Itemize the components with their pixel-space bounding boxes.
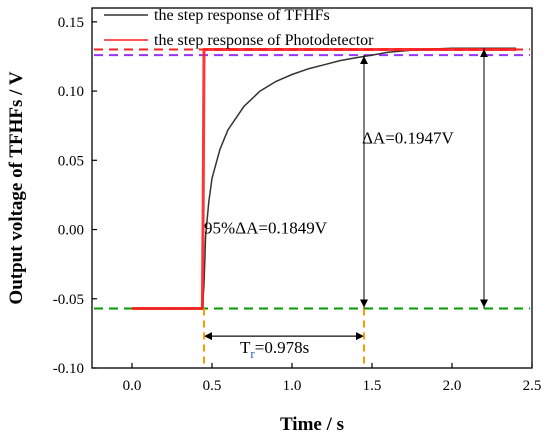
x-tick-label: 0.5	[203, 378, 222, 394]
y-tick-label: -0.10	[53, 361, 84, 377]
rise-time-value: =0.978s	[255, 338, 309, 357]
reference-lines	[94, 48, 530, 310]
x-tick-label: 1.5	[363, 378, 382, 394]
series-line-tfhfs	[132, 47, 516, 310]
x-axis-label: Time / s	[280, 414, 344, 435]
legend: the step response of TFHFs the step resp…	[104, 7, 374, 49]
annotation-layer	[203, 48, 488, 368]
legend-entry-photodetector: the step response of Photodetector	[154, 32, 374, 49]
x-tick-label: 1.0	[283, 378, 302, 394]
y-tick-label: 0.15	[58, 15, 84, 31]
delta-95-label: 95%ΔA=0.1849V	[204, 219, 328, 238]
plot-frame	[91, 7, 533, 369]
rise-time-symbol: T	[240, 338, 251, 357]
x-tick-label: 0.0	[123, 378, 142, 394]
series-layer	[132, 47, 516, 310]
y-axis-label: Output voltage of TFHFs / V	[6, 71, 27, 304]
x-tick-label: 2.5	[523, 378, 542, 394]
legend-entry-tfhfs: the step response of TFHFs	[154, 7, 330, 24]
series-line-photodetector	[132, 48, 516, 310]
y-axis-ticks: -0.10 -0.05 0.00 0.05 0.10 0.15	[53, 15, 97, 377]
x-axis-ticks: 0.0 0.5 1.0 1.5 2.0 2.5	[123, 363, 542, 394]
y-tick-label: -0.05	[53, 292, 84, 308]
rise-time-label: Tr=0.978s	[240, 338, 309, 361]
x-tick-label: 2.0	[443, 378, 462, 394]
y-tick-label: 0.05	[58, 153, 84, 169]
rise-time-subscript: r	[250, 346, 255, 361]
delta-a-label: ΔA=0.1947V	[362, 129, 455, 148]
y-tick-label: 0.10	[58, 84, 84, 100]
y-tick-label: 0.00	[58, 223, 84, 239]
